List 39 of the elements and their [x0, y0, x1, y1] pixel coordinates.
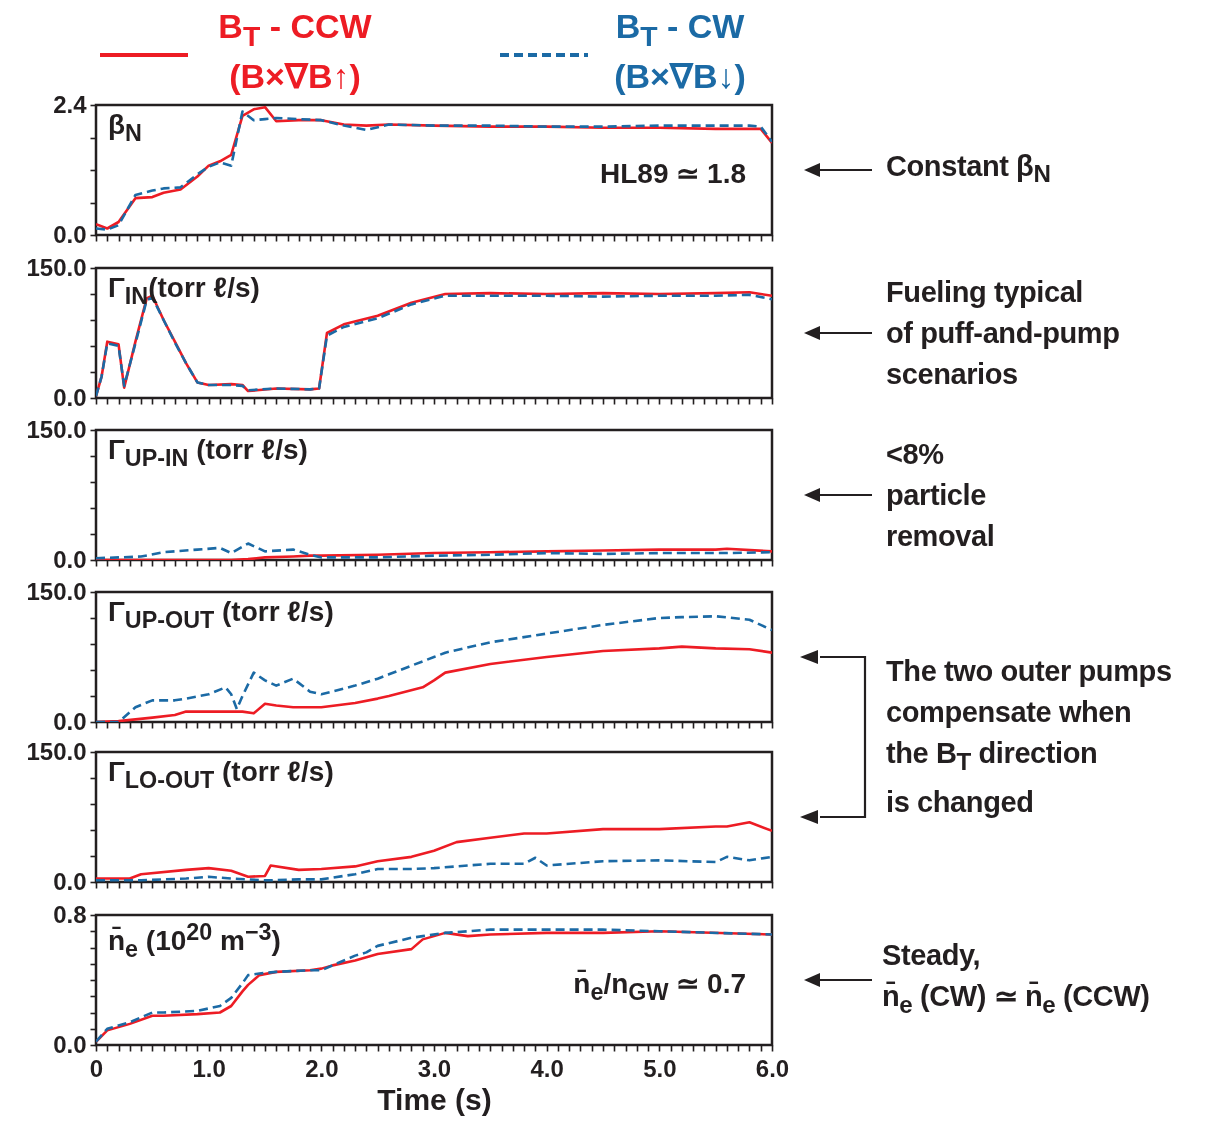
text: Fueling typical of puff-and-pump scenarios	[886, 274, 1120, 392]
x-tick-label: 3.0	[417, 1054, 452, 1082]
x-tick-label: 0	[89, 1054, 104, 1082]
text: Constant β$_{N}$	[886, 148, 1051, 190]
x-tick-label: 5.0	[643, 1054, 677, 1082]
line-series	[96, 855, 772, 882]
y-tick-label: 0.0	[53, 1030, 87, 1058]
line-series	[96, 820, 772, 880]
y-tick-label: 0.0	[53, 220, 87, 248]
y-tick-label: 0.0	[53, 707, 87, 735]
text: Steady, n̄$_{e}$ (CW) ≃ n̄$_{e}$ (CCW)	[882, 938, 1150, 1020]
x-tick-label: 4.0	[530, 1054, 564, 1082]
y-tick-label: 0.0	[53, 867, 87, 895]
y-tick-label: 150.0	[26, 737, 87, 765]
y-tick-label: 150.0	[26, 253, 87, 281]
annotation: n̄$_{e}$/n$_{GW}$ ≃ 0.7	[573, 967, 746, 1006]
x-tick-label: 1.0	[192, 1054, 226, 1082]
y-axis-title: Γ$_{LO-OUT}$ (torr ℓ/s)	[108, 756, 334, 794]
y-tick-label: 150.0	[26, 415, 87, 443]
x-tick-label: 2.0	[305, 1054, 339, 1082]
y-tick-label: 0.8	[53, 900, 87, 928]
line-series	[96, 547, 772, 560]
y-tick-label: 0.0	[53, 545, 87, 573]
annotation: HL89 ≃ 1.8	[600, 157, 746, 190]
legend-label: B$_{T}$ - CW (B×∇B↓)	[613, 6, 747, 96]
y-axis-title: Γ$_{UP-OUT}$ (torr ℓ/s)	[108, 596, 334, 634]
y-axis-title: Γ$_{IN}$(torr ℓ/s)	[108, 272, 260, 310]
y-axis-title: n̄$_{e}$ (10$^{20}$ m$^{−3}$)	[108, 919, 281, 963]
y-tick-label: 0.0	[53, 383, 87, 411]
y-axis-title: Γ$_{UP-IN}$ (torr ℓ/s)	[108, 434, 308, 472]
text: <8% particle removal	[886, 436, 995, 554]
legend-label: B$_{T}$ - CCW (B×∇B↑)	[217, 6, 373, 96]
x-tick-label: 6.0	[755, 1054, 790, 1082]
y-tick-label: 150.0	[26, 577, 87, 605]
x-axis-title: Time (s)	[377, 1082, 492, 1116]
y-axis-title: β$_{N}$	[108, 109, 142, 147]
line-series	[96, 542, 772, 560]
y-tick-label: 2.4	[53, 90, 88, 118]
text: The two outer pumps compensate when the B$_{T}$ direction is changed	[886, 654, 1172, 820]
